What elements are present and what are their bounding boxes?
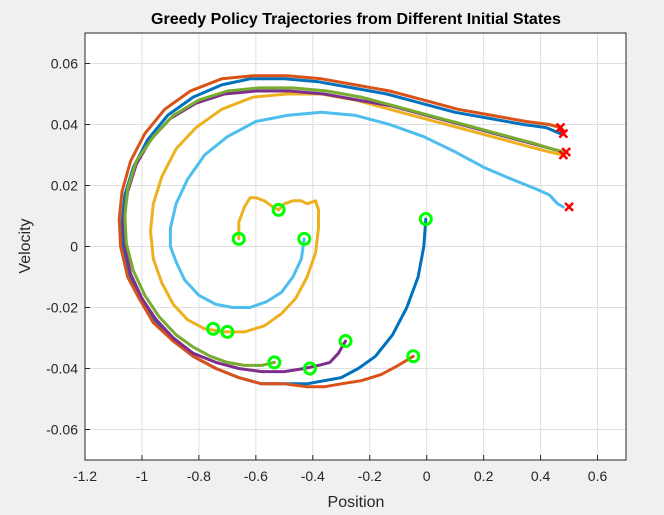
x-tick-label: -1 [136,468,149,484]
y-tick-label: 0.04 [51,117,78,133]
start-marker [220,324,235,339]
x-tick-label: 0.4 [531,468,551,484]
start-marker [418,212,433,227]
end-marker [564,201,574,212]
trajectory-line [168,110,565,309]
x-tick-label: -0.8 [187,468,211,484]
x-tick-label: 0.6 [588,468,608,484]
end-marker [555,122,566,133]
start-marker [302,361,317,376]
trajectory-line [237,196,281,241]
y-tick-label: -0.04 [46,361,78,377]
start-marker [271,202,286,217]
y-tick-label: 0.02 [51,178,78,194]
tick-layer: -1.2 -1 -0.8 -0.6 -0.4 -0.2 0 0.2 0.4 0.6 -0.06 -0.… [46,56,607,485]
chart-title: Greedy Policy Trajectories from Differen… [151,11,561,28]
x-tick-label: 0.2 [474,468,494,484]
start-marker [206,321,221,336]
start-marker [231,231,246,246]
trajectory-line [117,74,562,389]
start-marker [267,355,282,370]
y-tick-label: -0.06 [46,422,78,438]
end-marker [558,150,569,160]
x-tick-label: -1.2 [73,468,97,484]
grid [84,33,626,460]
start-marker [406,349,421,364]
x-tick-label: -0.6 [244,468,268,484]
end-marker [558,128,569,139]
y-tick-label: 0.06 [51,56,78,72]
start-marker [338,334,353,349]
y-tick-label: 0 [70,239,78,255]
series-layer [117,74,565,389]
y-tick-label: -0.02 [46,300,78,316]
trajectory-line [149,92,565,334]
x-tick-label: 0 [423,468,431,484]
marker-layer [206,122,574,376]
x-axis-label: Position [328,494,385,511]
x-tick-label: -0.2 [358,468,382,484]
x-tick-label: -0.4 [301,468,325,484]
y-axis-label: Velocity [17,218,34,273]
trajectory-line [123,86,565,367]
start-marker [297,231,312,246]
